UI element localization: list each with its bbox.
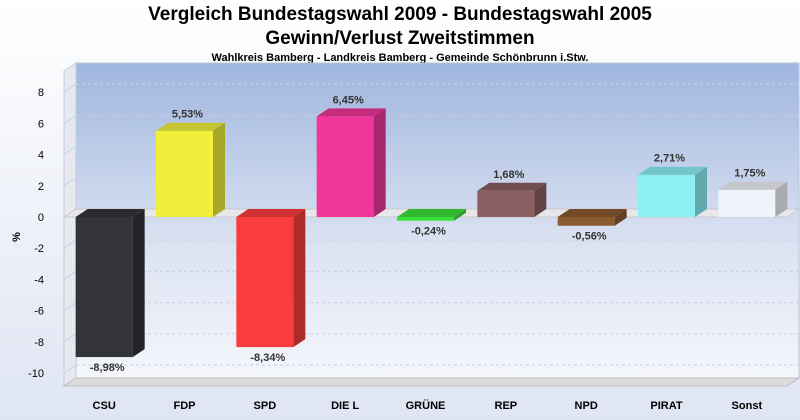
y-tick-label: -10 [28,368,44,380]
gridline-side [63,114,77,124]
data-label: -0,56% [572,231,607,243]
data-label: 6,45% [333,94,364,106]
bar-top [477,182,547,191]
bar-front [316,116,374,217]
bar-side [614,209,627,226]
bar-top [718,181,788,190]
bar-top [397,209,466,217]
bar-side [454,209,466,221]
bar-top [156,122,225,131]
bar-side [373,108,386,217]
y-tick-label: -2 [34,243,44,255]
chart-title: Vergleich Bundestagswahl 2009 - Bundesta… [148,4,652,25]
gridline-side [63,302,77,312]
data-label: 2,71% [654,153,685,165]
bar-side [775,181,788,217]
bar-csu [75,209,145,358]
bar-top [316,108,386,117]
y-tick-label: 4 [38,150,44,162]
gridline-side [63,364,77,374]
bar-die-l [316,108,386,217]
x-tick-label: GRÜNE [406,399,446,412]
gridline-side [63,146,77,156]
chart-location: Wahlkreis Bamberg - Landkreis Bamberg - … [211,52,589,64]
bar-top [75,209,145,217]
data-label: -0,24% [411,226,446,238]
gridline-side [63,270,77,280]
bar-top [638,166,707,175]
gridline-side [63,177,77,187]
bar-front [638,174,695,217]
x-tick-label: NPD [575,400,598,412]
bar-front [236,217,294,348]
data-label: 1,75% [734,168,765,180]
x-tick-label: REP [495,400,518,412]
y-tick-label: 0 [38,212,44,224]
data-label: 5,53% [172,109,203,121]
gridline-side [63,333,77,343]
y-tick-label: 8 [38,87,44,99]
x-tick-label: DIE L [331,400,359,412]
bar-front [75,217,133,358]
y-axis-label: % [11,232,23,242]
x-tick-label: CSU [93,400,116,412]
x-tick-label: SPD [254,400,277,412]
y-tick-label: 2 [38,181,44,193]
bar-front [477,190,535,217]
bar-fdp [156,122,225,217]
x-tick-label: FDP [174,400,196,412]
bar-gr-ne [397,209,466,221]
gridline-side [63,239,77,249]
bar-front [156,130,213,217]
bar-side [695,166,707,217]
bar-front [397,217,454,221]
x-tick-label: PIRAT [650,400,682,412]
bar-npd [557,209,627,226]
y-tick-label: -4 [34,274,44,286]
bar-spd [236,209,306,348]
bar-side [293,209,306,348]
bar-rep [477,182,547,217]
y-tick-label: -8 [34,337,44,349]
x-tick-label: Sonst [732,400,763,412]
bar-side [213,122,225,217]
y-tick-label: -6 [34,306,44,318]
gridline-side [63,83,77,93]
plot-floor [62,377,800,387]
bar-pirat [638,166,707,217]
data-label: 1,68% [493,169,524,181]
bar-side [534,182,547,217]
y-tick-label: 6 [38,118,44,130]
bar-sonst [718,181,788,217]
data-label: -8,98% [90,362,125,374]
bar-top [236,209,306,217]
bar-side [132,209,145,358]
bar-front [718,189,776,217]
chart-subtitle: Gewinn/Verlust Zweitstimmen [265,28,535,49]
bar-top [557,209,627,217]
bar-front [557,217,615,226]
data-label: -8,34% [250,352,285,364]
